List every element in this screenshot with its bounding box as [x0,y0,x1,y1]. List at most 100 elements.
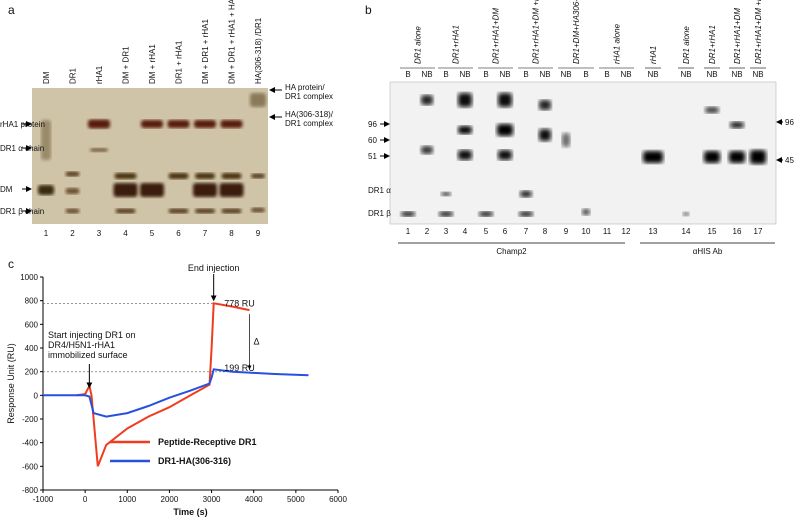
annotation: 778 RU [224,298,255,308]
annotation: Δ [254,336,260,346]
panel-c: c -800 -600 -400 -200 0 200 400 600 800 1000 -1000 0… [6,257,347,517]
gel-band [251,207,265,213]
gel-band [65,188,80,194]
gel-band [195,173,215,179]
annotation: immobilized surface [48,350,128,360]
annotation: 199 RU [224,363,255,373]
blot-band [730,122,744,128]
gel-band [41,120,51,160]
label-line: HA protein/ [285,83,325,92]
lane-type: NB [499,70,510,79]
x-tick-label: 1000 [118,495,136,504]
lane-label: rHA1 [95,65,104,84]
marker-label: 96 [368,120,377,129]
panel-b: b B 1 NB 2 B 3 NB 4 B 5 NB 6 B 7 NB 8 NB 9 B 10 B 11 NB 12 NB 13 NB… [365,0,794,256]
gel-band [194,120,216,128]
blot-band [401,211,415,217]
legend-label: Peptide-Receptive DR1 [158,437,257,447]
y-tick-label: 600 [25,320,39,329]
x-axis-label: Time (s) [173,507,207,517]
lane-type: B [483,70,488,79]
gel-band [115,208,136,214]
blot-band [562,133,570,147]
gel-band [168,173,189,179]
x-tick-label: -1000 [33,495,54,504]
annotation: Start injecting DR1 on [48,330,136,340]
label-line: DR1 complex [285,119,333,128]
gel-band [221,173,242,179]
lane-type: NB [680,70,691,79]
lane-number: 10 [582,227,591,236]
panel-a: a DM 1 DR1 2 rHA1 3 DM + DR1 4 DM + rHA1 5 DR1 + rH… [0,0,334,238]
x-tick-label: 0 [83,495,88,504]
x-tick-label: 3000 [203,495,221,504]
lane-number: 12 [622,227,631,236]
lane-label: DM + DR1 [122,46,131,84]
marker-label: 51 [368,152,377,161]
lane-number: 2 [70,229,75,238]
gel-band [90,148,108,152]
y-tick-label: -200 [22,415,39,424]
lane-number: 5 [150,229,155,238]
label-line: DR1 complex [285,92,333,101]
gel-band [113,183,138,197]
lane-label: DM + DR1 + rHA1 + HA(306-318 ) [228,0,237,84]
y-tick-label: 1000 [20,273,38,282]
lane-number: 1 [44,229,49,238]
blot-band [643,151,663,163]
gel-band [140,183,164,197]
lane-label: DM + DR1 + rHA1 [201,19,210,84]
legend-label: DR1-HA(306-316) [158,456,231,466]
blot-band [498,150,512,160]
marker-label: 60 [368,136,377,145]
x-tick-label: 4000 [245,495,263,504]
blot-band [519,211,533,217]
blot-band [498,93,512,107]
marker-label: 45 [785,156,794,165]
lane-type: NB [421,70,432,79]
lane-number: 3 [97,229,102,238]
gel-band [193,183,217,197]
group-label: DR1+rHA1 [708,25,717,64]
group-label: DR1+rHA1 [452,25,461,64]
lane-number: 9 [256,229,261,238]
gel-band [38,185,54,195]
lane-number: 17 [754,227,763,236]
blot-band [439,211,453,217]
group-label: DR1+rHA1+DM [733,8,742,64]
lane-type: NB [560,70,571,79]
group-label: DR1+DM+HA306-318 [572,0,581,64]
blot-band [441,192,451,196]
lane-type: NB [620,70,631,79]
lane-number: 16 [733,227,742,236]
y-tick-label: -600 [22,462,39,471]
lane-type: NB [731,70,742,79]
blot-band [421,146,433,154]
gel-band [114,173,137,179]
lane-type: B [523,70,528,79]
gel-band [221,208,242,214]
lane-label: DM [42,71,51,84]
lane-number: 11 [603,227,612,236]
group-label: rHA1 [649,46,658,64]
blot-band [458,126,472,134]
marker-label: 96 [785,118,794,127]
gel-band [195,208,215,214]
lane-type: NB [647,70,658,79]
blot-band [539,129,551,141]
blot-band [520,191,532,197]
blot-band [458,93,472,107]
lane-type: NB [459,70,470,79]
group-label: DR1+rHA1+DM +HA(306-318) [754,0,763,64]
lane-number: 8 [543,227,548,236]
lane-type: B [583,70,588,79]
band-label: HA(306-318)/DR1 complex [285,110,334,128]
lane-number: 4 [463,227,468,236]
marker-label: DR1 β [368,209,391,218]
lane-number: 1 [406,227,411,236]
group-label: DR1 alone [682,26,691,64]
series-line [43,368,309,418]
lane-number: 3 [444,227,449,236]
blot-band [729,151,745,163]
